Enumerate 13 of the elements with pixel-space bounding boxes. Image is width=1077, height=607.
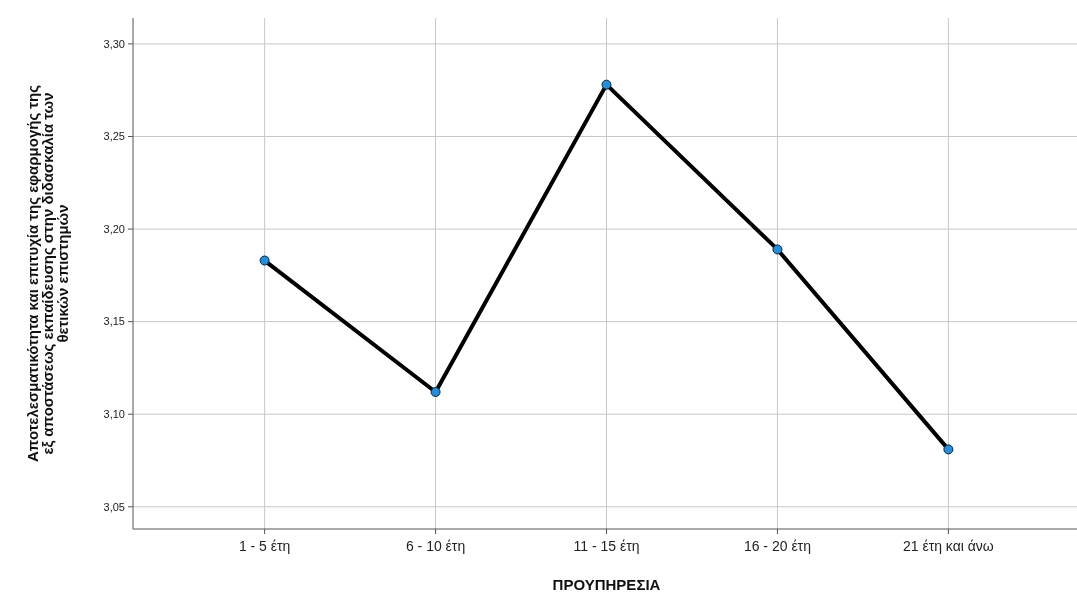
x-axis-title: ΠΡΟΥΠΗΡΕΣΙΑ xyxy=(552,576,661,593)
x-tick-label: 6 - 10 έτη xyxy=(405,538,466,554)
y-axis-title: Αποτελεσματικότητα και επιτυχία της εφαρμογής της εξ αποστάσεως εκπαίδευσης στην διδασκαλία των θετικών επιστημών xyxy=(24,84,71,463)
y-tick-label: 3,15 xyxy=(103,315,125,328)
y-tick-label: 3,30 xyxy=(103,37,125,50)
x-tick-label: 1 - 5 έτη xyxy=(238,538,291,554)
y-tick-label: 3,10 xyxy=(103,408,125,421)
y-tick-label: 3,25 xyxy=(103,130,125,143)
x-tick-label: 21 έτη και άνω xyxy=(902,538,994,554)
y-tick-label: 3,20 xyxy=(103,222,125,235)
x-tick-label: 16 - 20 έτη xyxy=(743,538,811,554)
y-tick-label: 3,05 xyxy=(103,500,125,513)
x-tick-label: 11 - 15 έτη xyxy=(573,538,640,554)
